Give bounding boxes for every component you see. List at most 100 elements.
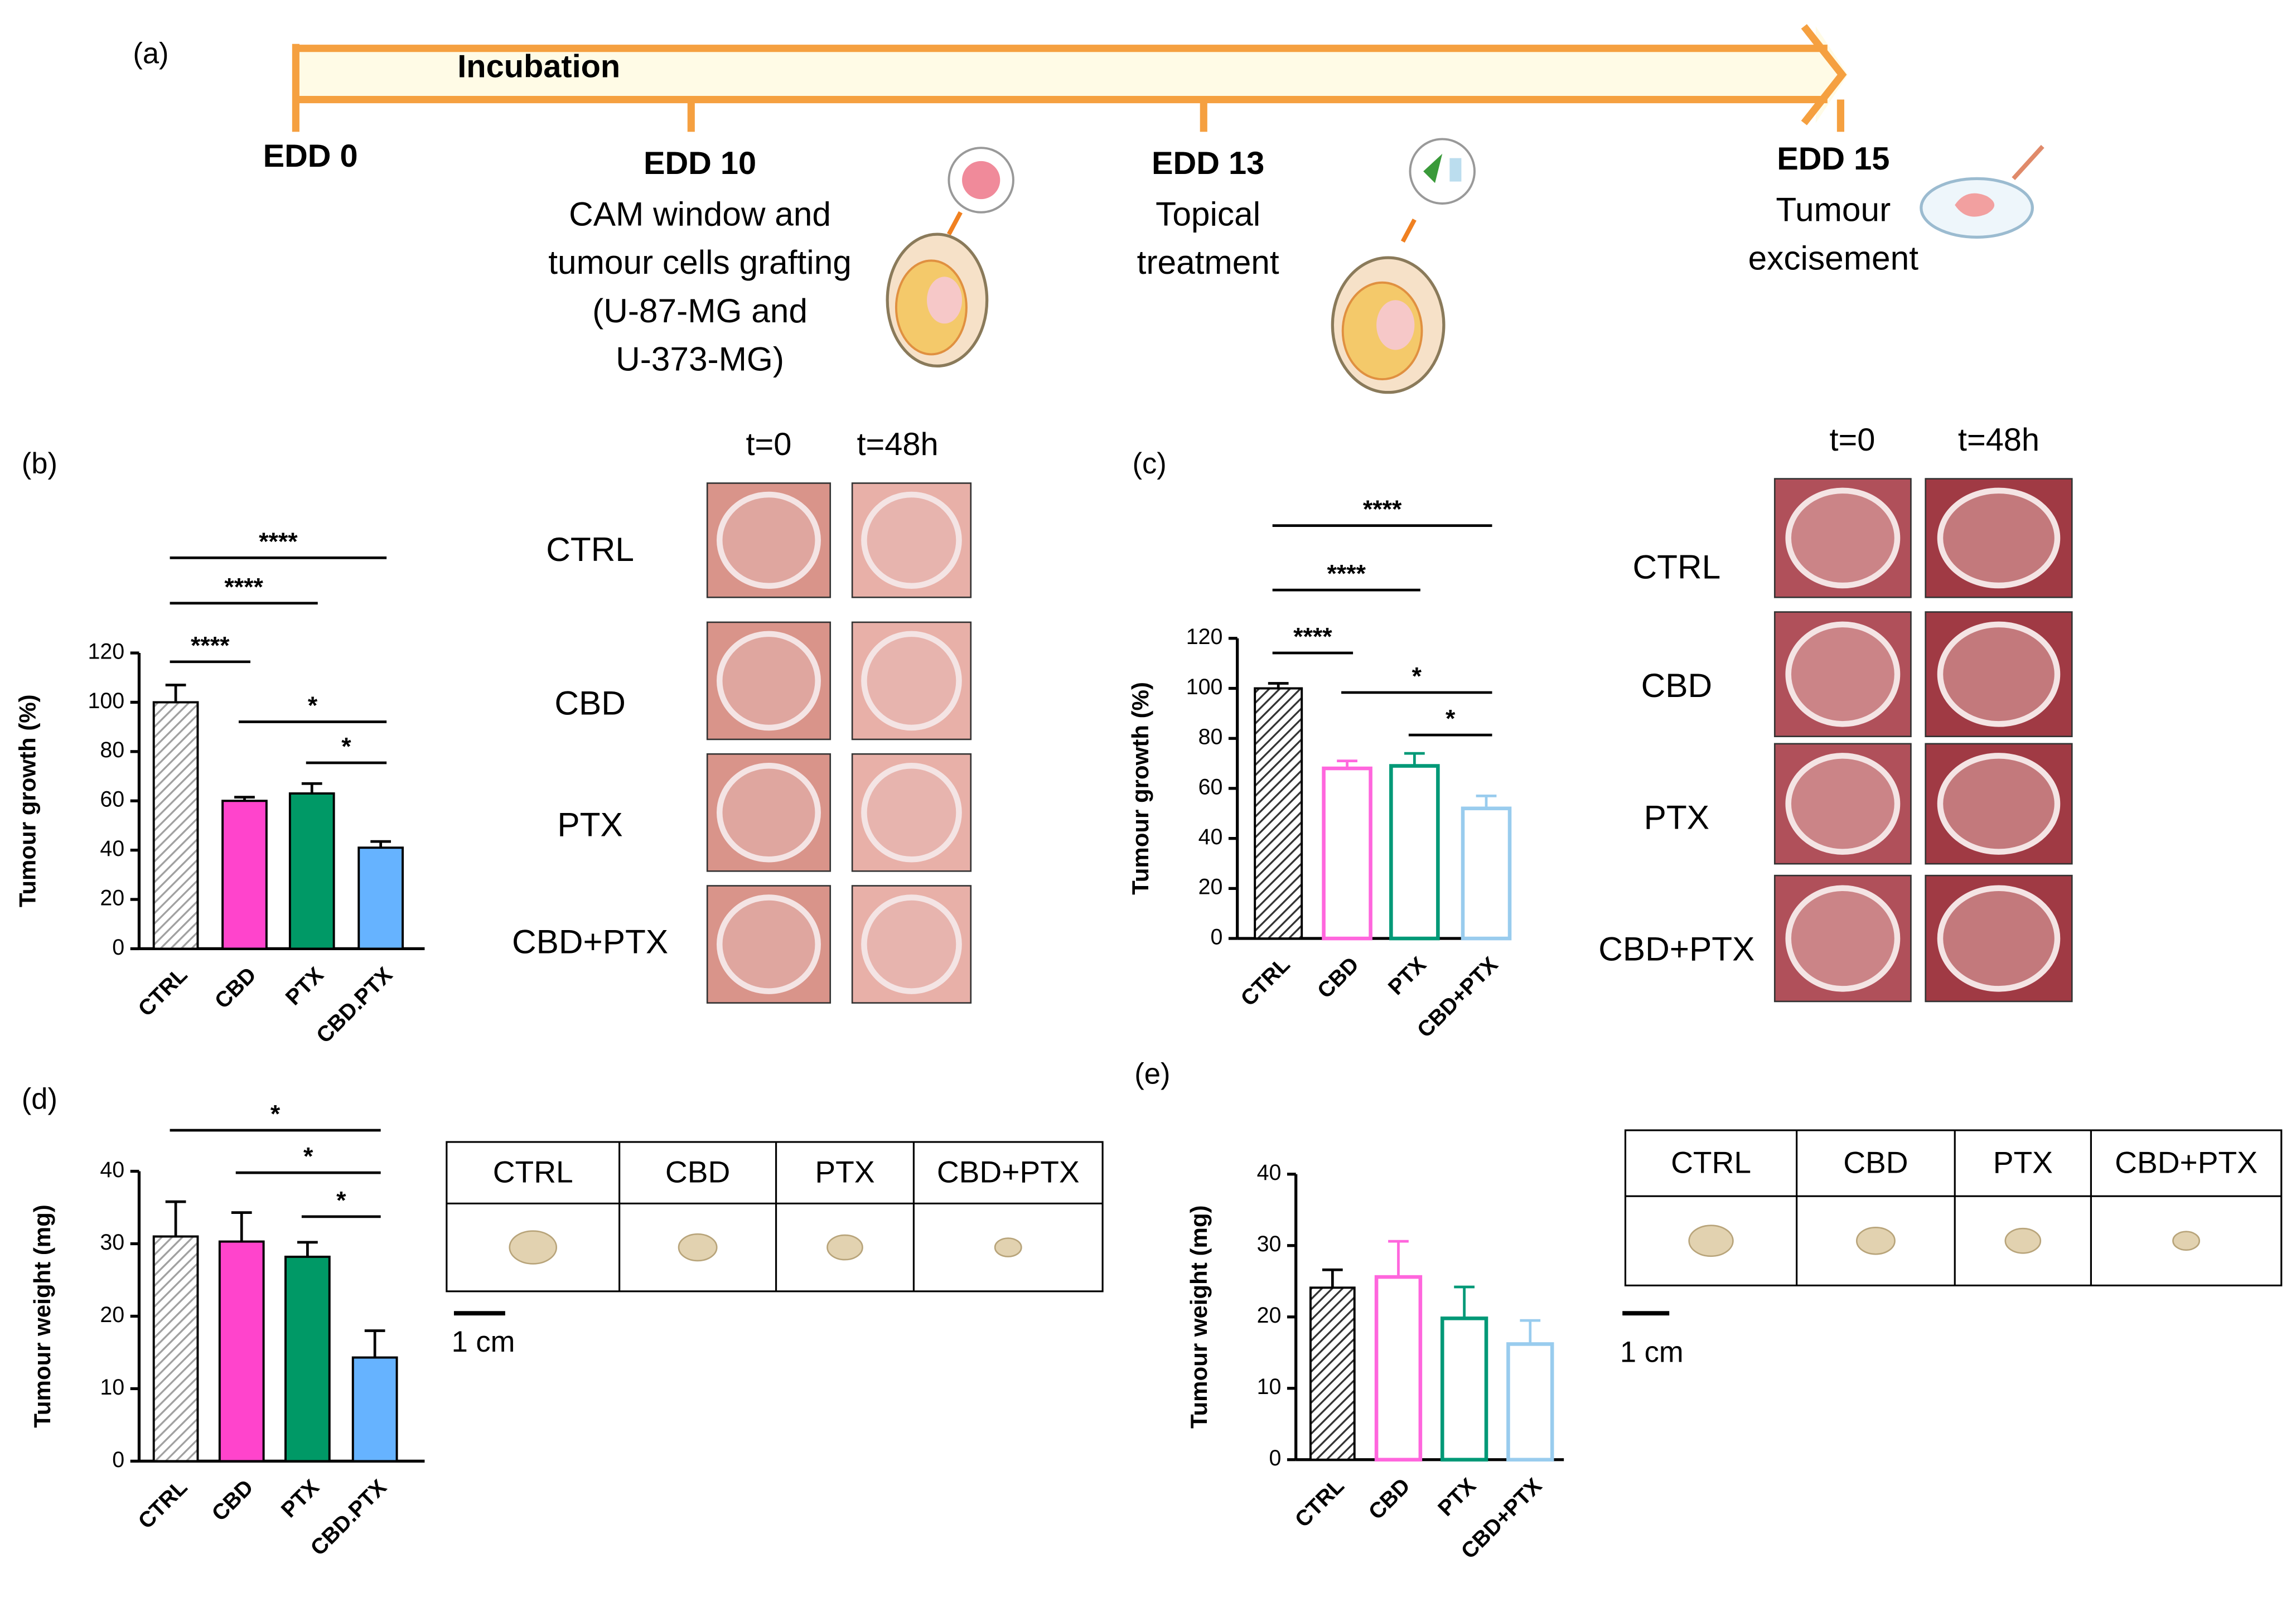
error-bar [165,1200,186,1237]
bar [1506,1342,1554,1462]
error-bar [231,1211,252,1242]
tumour-sample [826,1234,863,1261]
panel-label: (a) [133,37,168,70]
y-tick-label: 120 [1186,625,1223,649]
bar [1254,687,1303,940]
error-bar [1337,759,1357,769]
x-tick-label: CBD [210,962,261,1013]
error-bar [1268,682,1289,689]
embryo [1376,300,1415,350]
y-tick-label: 80 [100,738,124,762]
bar [152,701,199,950]
tumour-sample [678,1233,718,1262]
column-header: t=48h [857,427,938,462]
error-bar [1404,752,1425,766]
step-title: EDD 0 [263,138,358,174]
panel-label: (b) [22,447,57,480]
y-axis-label: Tumour growth (%) [14,694,41,907]
table-header: CTRL [1671,1145,1751,1179]
bar [1309,1286,1356,1461]
y-tick-label: 20 [1257,1303,1282,1328]
significance-label: * [341,733,351,761]
step-title: EDD 15 [1777,141,1889,177]
step-text: excisement [1748,239,1919,277]
significance-label: * [308,692,318,719]
row-label: CBD [554,684,625,722]
error-bar [165,684,186,703]
cam-ring [1785,753,1901,855]
egg-icon [1331,138,1476,394]
y-tick-label: 0 [112,1448,124,1472]
panel-label: (e) [1134,1058,1170,1091]
cam-ring [716,491,821,589]
y-tick-label: 120 [88,639,124,664]
bar [1389,764,1440,941]
row-label: CBD+PTX [512,923,668,961]
x-tick-label: CTRL [133,1475,192,1533]
leaf [1423,153,1443,183]
bar [218,1240,265,1463]
significance-label: **** [224,573,263,601]
cam-ring [1785,621,1901,727]
scale-label: 1 cm [1620,1336,1684,1369]
cells [962,161,1000,200]
error-bar [1476,795,1497,809]
bar [1374,1275,1423,1462]
table-header: CBD+PTX [937,1154,1080,1189]
significance-label: * [1412,662,1422,690]
y-tick-label: 30 [100,1230,124,1255]
significance-label: * [270,1101,281,1128]
table-header: PTX [815,1154,874,1189]
column-header: t=48h [1958,422,2039,458]
y-axis-label: Tumour weight (mg) [1186,1206,1212,1429]
table-header: CBD+PTX [2115,1145,2258,1179]
step-text: treatment [1137,243,1279,281]
error-bar [370,840,391,848]
syringe [1400,219,1417,243]
y-tick-label: 0 [1211,925,1223,949]
x-tick-label: CTRL [1236,952,1294,1011]
row-label: CBD+PTX [1598,930,1754,968]
bar [152,1235,199,1463]
cam-ring [861,631,962,731]
syringe [946,211,963,235]
cam-ring [1937,885,2061,992]
y-tick-label: 0 [1269,1446,1282,1470]
bar [284,1255,331,1463]
cam-ring [1937,621,2061,727]
bar [1461,806,1512,941]
table-frame [1624,1129,2283,1286]
y-tick-label: 30 [1257,1232,1282,1256]
row-label: CTRL [546,530,634,568]
step-text: CAM window and [569,195,831,233]
embryo [927,277,963,324]
treatment-icon [1409,138,1476,205]
error-bar [1388,1240,1409,1277]
row-label: PTX [1644,798,1709,836]
cam-ring [716,631,821,731]
cam-ring [1785,487,1901,589]
x-tick-label: PTX [281,962,328,1010]
error-bar [301,782,322,793]
timeline-band-label: Incubation [457,49,620,85]
bar [1440,1317,1488,1462]
row-label: PTX [557,805,622,843]
tumour-sample [2004,1227,2042,1254]
y-tick-label: 40 [100,1158,124,1182]
x-tick-label: CBD.PTX [312,962,397,1048]
bar [357,846,404,950]
cam-ring [861,894,962,994]
step-text: U-373-MG) [616,340,784,377]
bar [1322,766,1372,941]
y-tick-label: 0 [112,935,124,960]
x-tick-label: CBD [1364,1473,1415,1524]
cam-ring [1937,487,2061,589]
significance-label: * [336,1187,346,1214]
bar [221,800,268,950]
panel-label: (d) [22,1082,57,1115]
y-tick-label: 10 [1257,1374,1282,1399]
tumour-sample [509,1230,558,1265]
step-text: tumour cells grafting [548,243,852,281]
